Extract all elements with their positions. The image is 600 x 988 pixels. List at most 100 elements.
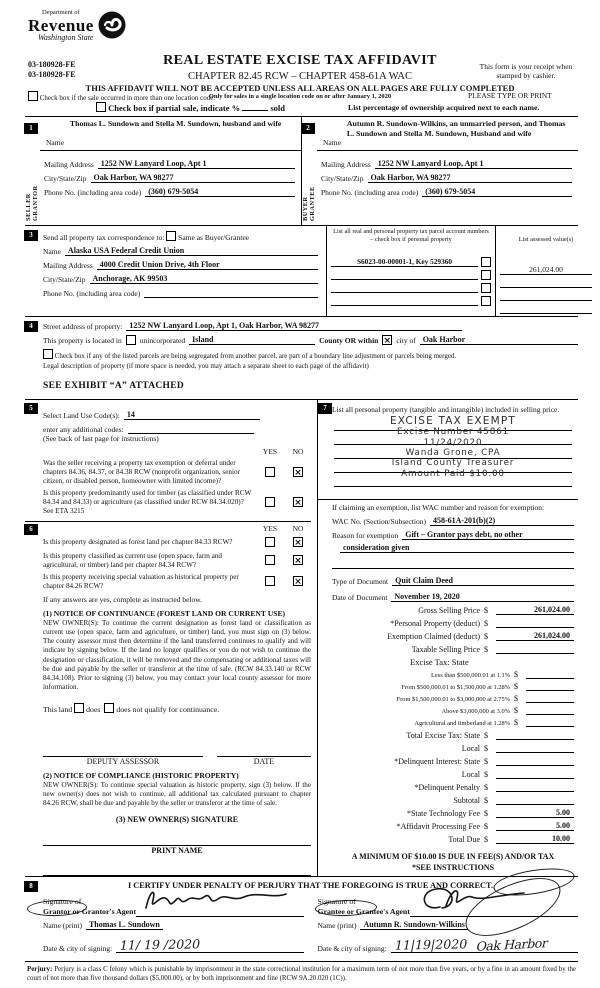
assessed-value-field[interactable] bbox=[500, 304, 592, 314]
delinquent-interest-state-field[interactable] bbox=[496, 756, 574, 766]
q-exemption-no-checkbox[interactable]: × bbox=[293, 466, 303, 477]
parcel-number-field[interactable] bbox=[331, 270, 478, 280]
notice-compliance-body: NEW OWNER(S): To continue special valuat… bbox=[43, 780, 311, 807]
multi-location-checkbox[interactable] bbox=[28, 91, 38, 101]
grantee-signature-block: Signature of Grantee or Grantee's Agent … bbox=[318, 888, 578, 954]
same-as-buyer-checkbox[interactable] bbox=[166, 231, 177, 241]
land-does-checkbox[interactable] bbox=[74, 702, 85, 713]
doc-type-field[interactable]: Quit Claim Deed bbox=[392, 576, 574, 586]
ownership-note: List percentage of ownership acquired ne… bbox=[348, 103, 540, 112]
q-forest-yes-checkbox[interactable] bbox=[265, 536, 275, 547]
seller-city-label: City/State/Zip bbox=[44, 174, 87, 183]
assessed-value-field[interactable] bbox=[500, 291, 592, 301]
grantor-signature-field[interactable] bbox=[136, 891, 304, 918]
partial-sale-percent-field[interactable] bbox=[242, 110, 269, 111]
q-timber-yes-checkbox[interactable] bbox=[265, 496, 275, 507]
q-current-use-yes-checkbox[interactable] bbox=[265, 554, 275, 565]
q-current-use-no-checkbox[interactable]: × bbox=[293, 554, 303, 565]
exemption-deduct-field[interactable]: 261,024.00 bbox=[496, 631, 574, 641]
state-tech-fee-field[interactable]: 5.00 bbox=[496, 808, 574, 818]
parcel-number-field[interactable] bbox=[331, 283, 478, 293]
q-forest-no-checkbox[interactable]: × bbox=[293, 536, 303, 547]
doc-date-field[interactable]: November 19, 2020 bbox=[391, 592, 574, 602]
new-owner-signature-line[interactable] bbox=[43, 833, 311, 847]
rate-row-field[interactable] bbox=[526, 718, 574, 727]
land-does-not-checkbox[interactable] bbox=[104, 702, 115, 713]
grantee-date-city-field[interactable]: 11|19|2020 Oak Harbor bbox=[390, 935, 578, 954]
dollar-sign: $ bbox=[484, 644, 488, 654]
form-number-2: 03-180928-FE bbox=[28, 70, 76, 80]
seller-name-field[interactable]: Thomas L. Sundown and Stella M. Sundown,… bbox=[69, 119, 282, 128]
grantor-name-print-field[interactable]: Thomas L. Sundown bbox=[85, 920, 163, 931]
segregated-checkbox[interactable] bbox=[43, 349, 53, 359]
buyer-phone-label: Phone No. (including area code) bbox=[321, 188, 419, 197]
seller-phone-field[interactable]: (360) 679-5054 bbox=[145, 187, 295, 197]
buyer-name-field[interactable]: Autumn R. Sundown-Wilkins, an unmarried … bbox=[346, 119, 566, 139]
personal-property-line[interactable] bbox=[334, 431, 572, 445]
reason-exemption-field-3[interactable] bbox=[332, 559, 574, 569]
total-local-field[interactable] bbox=[496, 743, 574, 753]
q-historical-no-checkbox[interactable]: × bbox=[293, 575, 303, 586]
deputy-date-line[interactable] bbox=[216, 744, 311, 757]
seller-mailing-field[interactable]: 1252 NW Lanyard Loop, Apt 1 bbox=[97, 159, 295, 169]
total-excise-state-field[interactable] bbox=[496, 730, 574, 740]
personal-property-line[interactable] bbox=[334, 459, 572, 473]
dollar-sign: $ bbox=[484, 631, 488, 641]
correspondence-phone-field[interactable] bbox=[144, 288, 318, 298]
buyer-phone-field[interactable]: (360) 679-5054 bbox=[422, 187, 572, 197]
grantee-name-print-field[interactable]: Autumn R. Sundown-Wilkins bbox=[360, 920, 468, 931]
gross-price-field[interactable]: 261,024.00 bbox=[496, 605, 574, 615]
rate-row-field[interactable] bbox=[526, 706, 574, 715]
personal-property-line[interactable] bbox=[334, 473, 572, 487]
total-due-field[interactable]: 10.00 bbox=[496, 834, 574, 844]
correspondence-city-field[interactable]: Anchorage, AK 99503 bbox=[89, 274, 318, 284]
buyer-city-field[interactable]: Oak Harbor, WA 98277 bbox=[367, 173, 572, 183]
unincorporated-checkbox[interactable] bbox=[125, 335, 136, 345]
taxable-price-field[interactable] bbox=[496, 644, 574, 654]
parcel-number-field[interactable] bbox=[331, 296, 478, 306]
street-address-label: Street address of property: bbox=[43, 322, 123, 331]
q-historical-yes-checkbox[interactable] bbox=[265, 575, 275, 586]
reason-exemption-field-2[interactable]: consideration given bbox=[340, 543, 574, 553]
deputy-assessor-signature-line[interactable] bbox=[43, 744, 203, 757]
delinquent-penalty-field[interactable] bbox=[496, 782, 574, 792]
additional-codes-field[interactable] bbox=[127, 424, 254, 434]
land-use-code-field[interactable]: 14 bbox=[123, 410, 260, 420]
correspondence-name-field[interactable]: Alaska USA Federal Credit Union bbox=[64, 246, 318, 256]
personal-deduct-field[interactable] bbox=[496, 618, 574, 628]
seller-city-field[interactable]: Oak Harbor, WA 98277 bbox=[90, 173, 295, 183]
grantee-signature-field[interactable] bbox=[409, 888, 578, 918]
delinquent-interest-local-field[interactable] bbox=[496, 769, 574, 779]
grantor-date-city-field[interactable]: 11/ 19 /2020 bbox=[116, 935, 304, 954]
parcel-number-field[interactable]: S6023-00-00001-1, Key 529360 bbox=[331, 257, 478, 267]
street-address-field[interactable]: 1252 NW Lanyard Loop, Apt 1, Oak Harbor,… bbox=[126, 321, 463, 331]
affidavit-fee-field[interactable]: 5.00 bbox=[496, 821, 574, 831]
seller-mailing-label: Mailing Address bbox=[44, 160, 94, 169]
assessed-value-field[interactable]: 261,024.00 bbox=[500, 265, 592, 275]
parcel-personal-checkbox[interactable] bbox=[481, 270, 491, 280]
parcel-personal-checkbox[interactable] bbox=[481, 257, 491, 267]
correspondence-mailing-field[interactable]: 4000 Credit Union Drive, 4th Floor bbox=[96, 260, 318, 270]
rate-row-field[interactable] bbox=[526, 670, 574, 679]
parcel-personal-checkbox[interactable] bbox=[481, 296, 491, 306]
assessed-value-field[interactable] bbox=[500, 278, 592, 288]
print-name-line[interactable] bbox=[43, 863, 311, 877]
rate-row-field[interactable] bbox=[526, 694, 574, 703]
logo-state-text: Washington State bbox=[38, 32, 94, 42]
city-of-checkbox[interactable]: × bbox=[382, 335, 393, 345]
partial-sale-checkbox[interactable] bbox=[96, 102, 106, 112]
wac-number-field[interactable]: 458-61A-201(b)(2) bbox=[429, 516, 574, 526]
personal-property-line[interactable] bbox=[334, 445, 572, 459]
correspondence-mailing-label: Mailing Address bbox=[43, 261, 93, 270]
rate-row-field[interactable] bbox=[526, 682, 574, 691]
county-field[interactable]: Island bbox=[189, 335, 316, 345]
reason-exemption-field[interactable]: Gift – Grantor pays debt, no other bbox=[402, 530, 574, 540]
dollar-sign: $ bbox=[514, 705, 518, 715]
buyer-mailing-field[interactable]: 1252 NW Lanyard Loop, Apt 1 bbox=[374, 159, 572, 169]
subtotal-field[interactable] bbox=[496, 795, 574, 805]
personal-property-line[interactable] bbox=[334, 417, 572, 431]
parcel-personal-checkbox[interactable] bbox=[481, 283, 491, 293]
city-name-field[interactable]: Oak Harbor bbox=[419, 335, 578, 345]
q-timber-no-checkbox[interactable]: × bbox=[293, 496, 303, 507]
q-exemption-yes-checkbox[interactable] bbox=[265, 466, 275, 477]
